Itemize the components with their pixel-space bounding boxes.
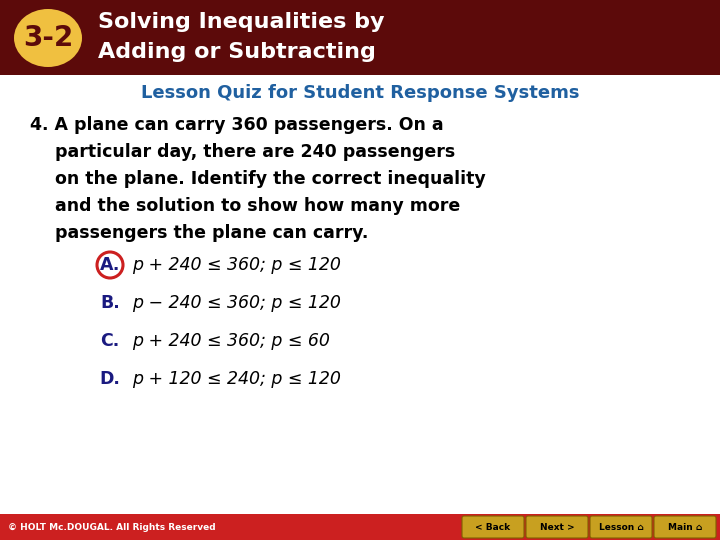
FancyBboxPatch shape (462, 516, 524, 538)
FancyBboxPatch shape (526, 516, 588, 538)
Text: < Back: < Back (475, 523, 510, 531)
Text: C.: C. (100, 332, 120, 350)
Text: 4. A plane can carry 360 passengers. On a: 4. A plane can carry 360 passengers. On … (30, 116, 444, 134)
Text: p − 240 ≤ 360; p ≤ 120: p − 240 ≤ 360; p ≤ 120 (132, 294, 341, 312)
Text: D.: D. (99, 370, 120, 388)
Text: on the plane. Identify the correct inequality: on the plane. Identify the correct inequ… (55, 170, 486, 188)
Ellipse shape (14, 9, 82, 67)
FancyBboxPatch shape (654, 516, 716, 538)
Text: passengers the plane can carry.: passengers the plane can carry. (55, 224, 369, 242)
Text: particular day, there are 240 passengers: particular day, there are 240 passengers (55, 143, 455, 161)
Text: B.: B. (100, 294, 120, 312)
Text: p + 240 ≤ 360; p ≤ 120: p + 240 ≤ 360; p ≤ 120 (132, 256, 341, 274)
Text: Main ⌂: Main ⌂ (668, 523, 702, 531)
FancyBboxPatch shape (0, 0, 720, 75)
Text: p + 240 ≤ 360; p ≤ 60: p + 240 ≤ 360; p ≤ 60 (132, 332, 330, 350)
Text: A.: A. (100, 256, 120, 274)
Text: and the solution to show how many more: and the solution to show how many more (55, 197, 460, 215)
Text: Lesson ⌂: Lesson ⌂ (598, 523, 644, 531)
Text: Next >: Next > (540, 523, 575, 531)
Text: Solving Inequalities by: Solving Inequalities by (98, 12, 384, 32)
Text: © HOLT Mc.DOUGAL. All Rights Reserved: © HOLT Mc.DOUGAL. All Rights Reserved (8, 523, 215, 531)
Text: Adding or Subtracting: Adding or Subtracting (98, 42, 376, 62)
FancyBboxPatch shape (590, 516, 652, 538)
Text: Lesson Quiz for Student Response Systems: Lesson Quiz for Student Response Systems (140, 84, 580, 102)
Text: p + 120 ≤ 240; p ≤ 120: p + 120 ≤ 240; p ≤ 120 (132, 370, 341, 388)
Text: 3-2: 3-2 (23, 24, 73, 52)
FancyBboxPatch shape (0, 514, 720, 540)
